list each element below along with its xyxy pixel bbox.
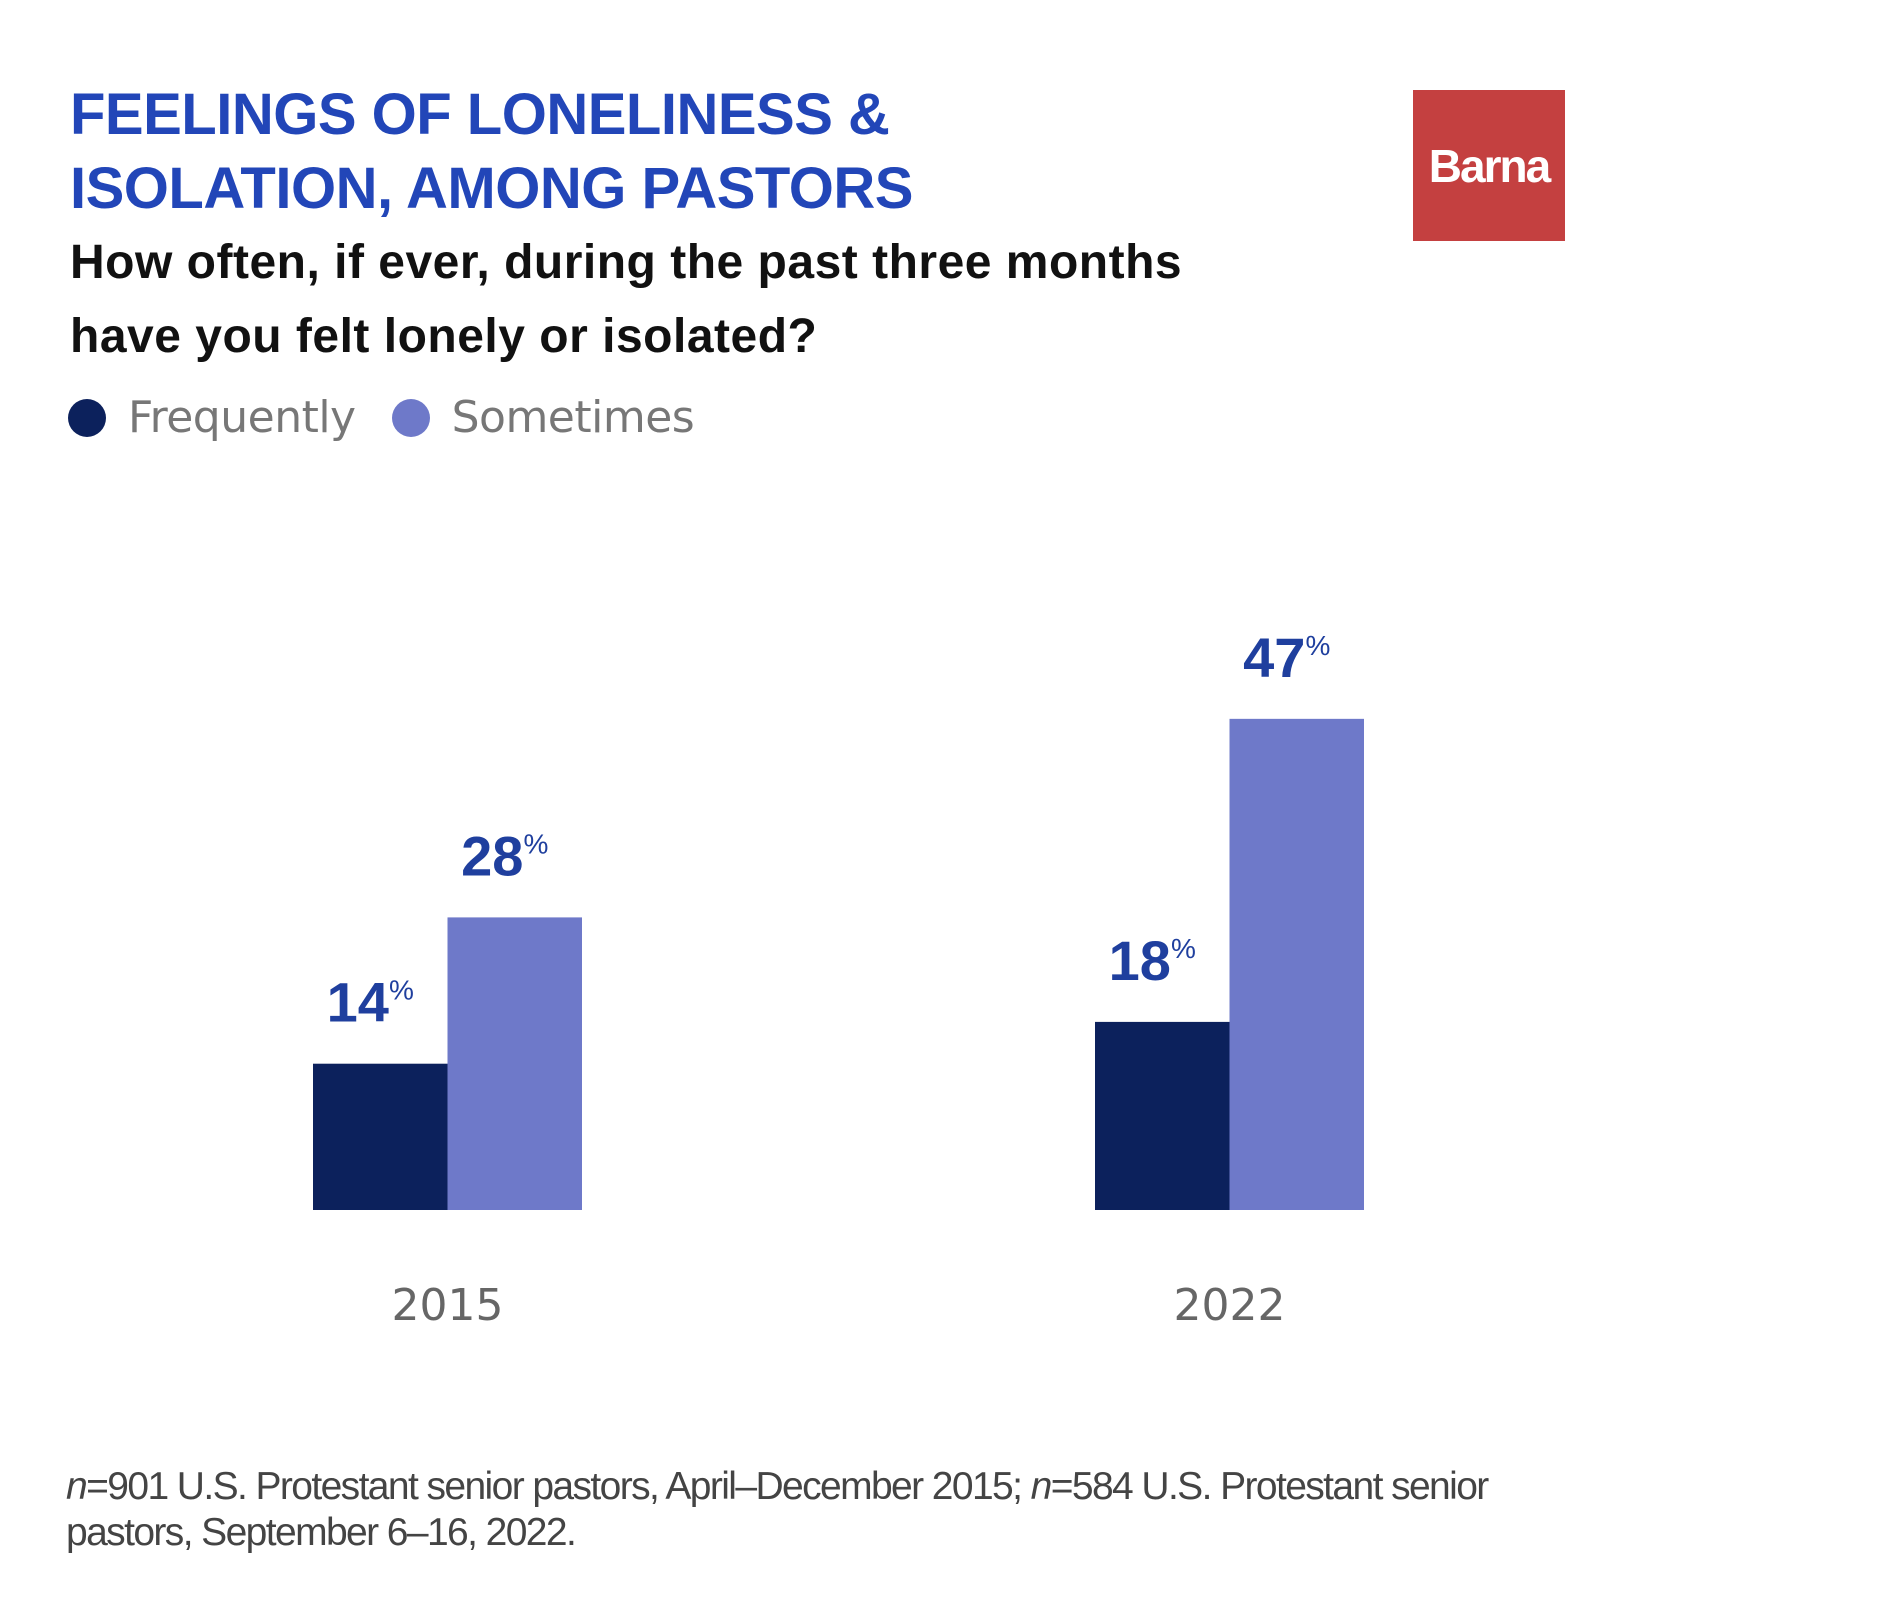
chart-subtitle: How often, if ever, during the past thre… <box>70 226 1182 374</box>
chart-title: FEELINGS OF LONELINESS & ISOLATION, AMON… <box>70 78 914 226</box>
footnote-text: =584 U.S. Protestant senior pastors, Sep… <box>66 1465 1489 1554</box>
data-label: 18% <box>1109 929 1196 992</box>
bar-sometimes-2022 <box>1229 718 1364 1210</box>
footnote: n=901 U.S. Protestant senior pastors, Ap… <box>66 1464 1546 1556</box>
data-label: 47% <box>1243 626 1330 689</box>
legend-item-sometimes: Sometimes <box>391 392 695 443</box>
data-label: 28% <box>461 824 548 887</box>
legend-dot-icon <box>391 398 430 437</box>
x-tick-label: 2022 <box>1174 1280 1286 1331</box>
legend-label: Frequently <box>128 392 356 443</box>
data-label: 14% <box>327 971 414 1034</box>
logo-text: Barna <box>1428 139 1551 192</box>
bar-frequently-2015 <box>313 1063 448 1210</box>
legend-label: Sometimes <box>451 392 695 443</box>
title-line: FEELINGS OF LONELINESS & <box>70 82 890 147</box>
barna-logo: Barna <box>1413 90 1565 241</box>
subtitle-line: have you felt lonely or isolated? <box>70 310 818 363</box>
footnote-n: n <box>66 1465 88 1508</box>
title-line: ISOLATION, AMONG PASTORS <box>70 156 914 221</box>
legend-item-frequently: Frequently <box>68 392 356 443</box>
bar-sometimes-2015 <box>447 917 582 1210</box>
legend: Frequently Sometimes <box>68 392 730 443</box>
subtitle-line: How often, if ever, during the past thre… <box>70 236 1183 289</box>
x-tick-label: 2015 <box>392 1280 504 1331</box>
footnote-n: n <box>1030 1465 1053 1508</box>
legend-dot-icon <box>68 398 106 437</box>
bar-frequently-2022 <box>1095 1021 1230 1210</box>
footnote-text: =901 U.S. Protestant senior pastors, Apr… <box>86 1465 1031 1508</box>
